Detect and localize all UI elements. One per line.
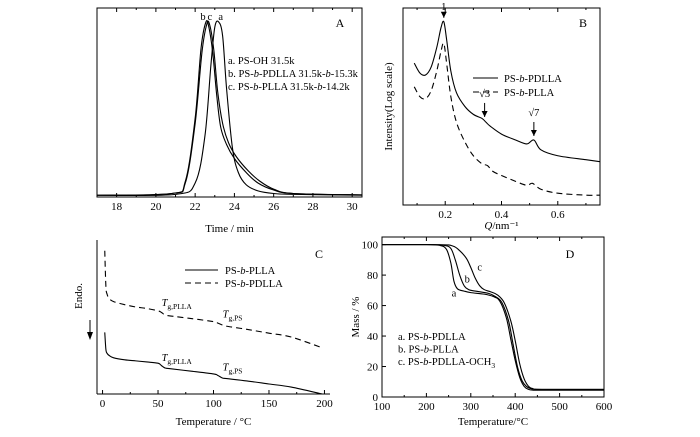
peak-label-b: b	[200, 12, 205, 23]
legend-label-1: PS-b-PLLA	[225, 266, 276, 277]
curve-label-a: a	[452, 288, 457, 299]
panel-a-gpc: 18 20 22 24 26 28 30 Ab c a a. PS-OH 31.5k b. PS-b-…	[96, 7, 363, 235]
x-tick-label: 500	[551, 401, 568, 413]
peak-label-c: c	[208, 12, 213, 23]
x-axis-label: Temperature / °C	[176, 416, 252, 428]
x-tick-label: 20	[150, 201, 162, 213]
x-tick-label: 400	[507, 401, 524, 413]
annotation-arrow-head	[530, 129, 537, 136]
y-tick-label: 60	[367, 301, 379, 313]
annotation-arrow-head	[481, 110, 488, 117]
series-line-b	[96, 20, 363, 196]
x-tick-label: 24	[229, 201, 241, 213]
x-tick-label: 200	[316, 398, 333, 410]
y-tick-label: 20	[367, 362, 379, 374]
x-axis-label: Time / min	[205, 223, 254, 235]
x-tick-label: 26	[268, 201, 280, 213]
x-tick-label: 30	[347, 201, 359, 213]
series-line-b	[381, 244, 604, 390]
curve-label-c: c	[477, 263, 482, 274]
x-axis-label: Q/nm⁻¹	[484, 220, 518, 232]
x-tick-label: 0.6	[551, 209, 565, 221]
annotation-peak-1: 1	[441, 2, 446, 13]
x-tick-label: 300	[463, 401, 480, 413]
y-tick-label: 0	[373, 392, 379, 404]
legend-entry-a: a. PS-OH 31.5k	[228, 56, 295, 67]
series-line-ps-b-plla	[413, 42, 601, 196]
y-tick-label: 100	[362, 240, 379, 252]
series-line-ps-b-plla	[104, 332, 323, 395]
annotation-peak-3: √7	[528, 107, 539, 119]
x-tick-label: 50	[153, 398, 165, 410]
x-tick-label: 22	[190, 201, 201, 213]
x-tick-label: 0.4	[495, 209, 509, 221]
transition-label-4: Tg,PS	[223, 362, 243, 375]
panel-b-saxs: 0.2 0.4 0.6 B PS-b-PDLLA PS-b-PLLA 1 √3 √7 Q/nm⁻¹…	[383, 2, 601, 232]
curve-label-b: b	[465, 275, 470, 286]
legend-entry-1: a. PS-b-PDLLA	[398, 332, 466, 343]
y-tick-label: 80	[367, 270, 379, 282]
legend-entry-2: b. PS-b-PLLA	[398, 345, 459, 356]
x-tick-label: 100	[205, 398, 222, 410]
y-axis-label: Mass / %	[350, 297, 362, 338]
x-tick-label: 100	[374, 401, 391, 413]
x-tick-label: 28	[307, 201, 319, 213]
series-line-c	[96, 20, 363, 196]
panel-label: A	[336, 16, 345, 30]
endo-arrow-head	[87, 332, 93, 340]
legend-entry-b: b. PS-b-PDLLA 31.5k-b-15.3k	[228, 69, 359, 80]
panel-label: D	[566, 247, 575, 261]
transition-label-3: Tg,PLLA	[162, 353, 193, 366]
plot-frame	[381, 236, 605, 398]
legend-entry-c: c. PS-b-PLLA 31.5k-b-14.2k	[228, 82, 350, 93]
legend-label-2: PS-b-PDLLA	[225, 279, 283, 290]
x-tick-label: 0	[100, 398, 106, 410]
x-tick-label: 18	[111, 201, 123, 213]
x-tick-label: 200	[418, 401, 435, 413]
x-tick-label: 0.2	[438, 209, 452, 221]
series-line-ps-b-pdlla	[413, 20, 601, 163]
legend-entry-3: c. PS-b-PDLLA-OCH3	[398, 357, 495, 370]
series-line-a	[381, 244, 604, 391]
annotation-peak-2: √3	[479, 88, 490, 100]
x-tick-label: 150	[261, 398, 278, 410]
y-tick-label: 40	[367, 331, 379, 343]
plot-frame	[96, 7, 363, 198]
peak-label-a: a	[218, 12, 223, 23]
transition-label-2: Tg,PS	[223, 310, 243, 323]
series-line-a	[96, 20, 363, 197]
transition-label-1: Tg,PLLA	[162, 298, 193, 311]
legend-label-2: PS-b-PLLA	[504, 88, 555, 99]
x-tick-label: 600	[596, 401, 613, 413]
panel-label: B	[579, 16, 587, 30]
panel-label: C	[315, 247, 323, 261]
series-line-ps-b-pdlla	[104, 250, 323, 349]
legend-label-1: PS-b-PDLLA	[504, 74, 562, 85]
series-line-c	[381, 243, 605, 390]
y-axis-label: Endo.	[73, 283, 85, 309]
panel-c-dsc: 0 50 100 150 200 C PS-b-PLLA PS-b-PDLLA Tg,PLLA T…	[73, 240, 333, 428]
y-axis-label: Intensity(Log scale)	[383, 62, 395, 151]
annotation-arrow-head	[440, 11, 447, 18]
x-axis-label: Temperature/°C	[458, 416, 528, 428]
plot-frame	[402, 7, 601, 206]
